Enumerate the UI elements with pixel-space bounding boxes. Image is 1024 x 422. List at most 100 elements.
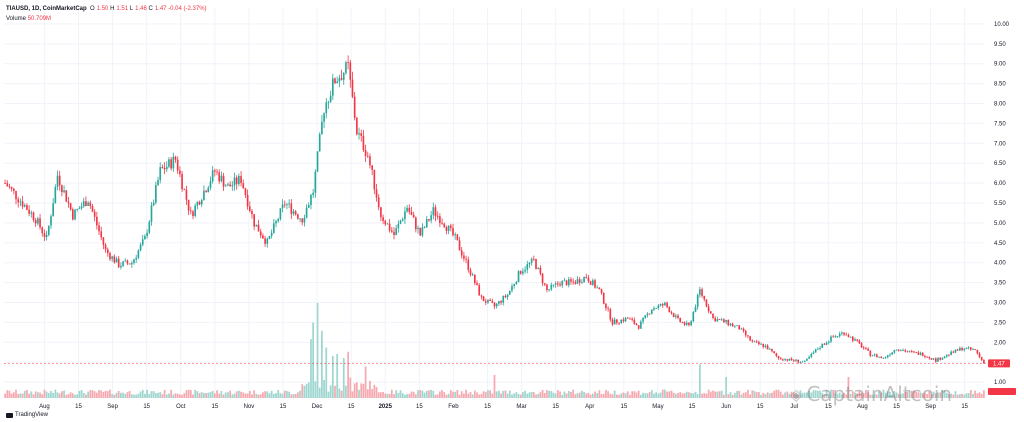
candle-body: [52, 203, 54, 217]
candle-body: [954, 349, 957, 353]
candle-body: [961, 347, 963, 351]
candle-body: [65, 190, 68, 202]
volume-bar: [506, 393, 509, 398]
candle-body: [318, 134, 321, 152]
volume-bar: [141, 389, 144, 398]
volume-bar: [189, 390, 192, 398]
candle-body: [650, 309, 653, 314]
candle-body: [196, 201, 199, 206]
candle-body: [85, 201, 87, 206]
candle-body: [314, 171, 317, 193]
volume-bar: [906, 391, 909, 398]
price-tick-label: 7.50: [994, 121, 1006, 127]
candle-body: [469, 269, 472, 275]
volume-label[interactable]: Volume: [6, 16, 27, 22]
candle-body: [705, 299, 708, 307]
volume-bar: [974, 390, 977, 398]
candle-body: [935, 358, 937, 362]
candle-body: [913, 351, 915, 353]
volume-bar: [871, 394, 874, 398]
candle-body: [231, 185, 234, 187]
volume-bar: [452, 391, 454, 398]
volume-bar: [371, 389, 374, 398]
volume-bar: [373, 384, 376, 398]
volume-bar: [100, 390, 103, 398]
candle-body: [768, 349, 771, 350]
candle-body: [948, 354, 950, 356]
candle-body: [498, 301, 500, 304]
candle-body: [744, 330, 747, 336]
volume-bar: [952, 394, 955, 398]
candle-body: [491, 300, 494, 303]
volume-bar: [972, 393, 974, 398]
volume-bar: [618, 394, 620, 398]
candle-body: [93, 211, 96, 217]
candle-body: [825, 342, 828, 345]
tradingview-logo[interactable]: TradingView: [6, 412, 48, 418]
volume-bar: [679, 392, 682, 398]
candle-body: [478, 285, 481, 296]
volume-bar: [478, 394, 481, 398]
volume-bar: [915, 392, 918, 398]
volume-bar: [956, 394, 959, 398]
candle-body: [854, 339, 856, 341]
candle-body: [255, 224, 258, 227]
volume-bar: [594, 391, 596, 398]
volume-bar: [185, 390, 188, 398]
candle-body: [506, 294, 509, 298]
volume-bar: [640, 394, 642, 398]
volume-bar: [757, 392, 760, 398]
volume-bar: [749, 394, 752, 398]
time-tick-label: Dec: [312, 404, 323, 410]
candle-body: [393, 231, 395, 236]
volume-bar: [620, 393, 623, 398]
price-tick-label: 10.00: [994, 22, 1010, 28]
volume-bar: [439, 391, 441, 398]
candle-body: [867, 348, 869, 351]
volume-bar: [653, 393, 655, 398]
candle-body: [862, 347, 865, 349]
volume-bar: [106, 391, 109, 398]
volume-bar: [310, 339, 312, 398]
volume-bar: [445, 394, 448, 398]
volume-bar: [681, 393, 684, 398]
volume-bar: [965, 393, 968, 398]
volume-bar: [170, 389, 173, 398]
candle-body: [683, 322, 686, 325]
candle-body: [827, 341, 830, 343]
candle-body: [211, 170, 214, 182]
candle-body: [502, 295, 505, 303]
volume-bar: [369, 380, 371, 398]
candle-body: [799, 361, 802, 363]
volume-bar: [469, 391, 472, 398]
candle-body: [858, 340, 861, 344]
volume-bar: [893, 391, 896, 398]
volume-bar: [753, 391, 756, 398]
volume-bar: [109, 389, 111, 398]
volume-bar: [19, 393, 22, 398]
candle-body: [841, 332, 843, 334]
candle-body: [727, 319, 730, 326]
volume-bar: [290, 394, 293, 398]
symbol-label[interactable]: TIAUSD, 1D, CoinMarketCap: [6, 6, 87, 12]
volume-bar: [729, 392, 732, 398]
volume-bar: [725, 377, 727, 398]
volume-bar: [572, 389, 575, 398]
candle-body: [185, 189, 188, 200]
volume-bar: [277, 390, 280, 398]
candle-body: [404, 211, 406, 220]
candle-body: [268, 235, 271, 239]
candle-body: [941, 358, 944, 360]
price-tick-label: 8.00: [994, 102, 1006, 108]
candle-body: [209, 181, 212, 188]
volume-bar: [218, 393, 221, 398]
volume-bar: [349, 377, 352, 398]
volume-bar: [117, 390, 120, 398]
candle-body: [508, 290, 511, 295]
volume-bar: [926, 393, 928, 398]
candle-body: [729, 323, 732, 326]
volume-bar: [176, 393, 179, 398]
candle-body: [325, 102, 328, 114]
